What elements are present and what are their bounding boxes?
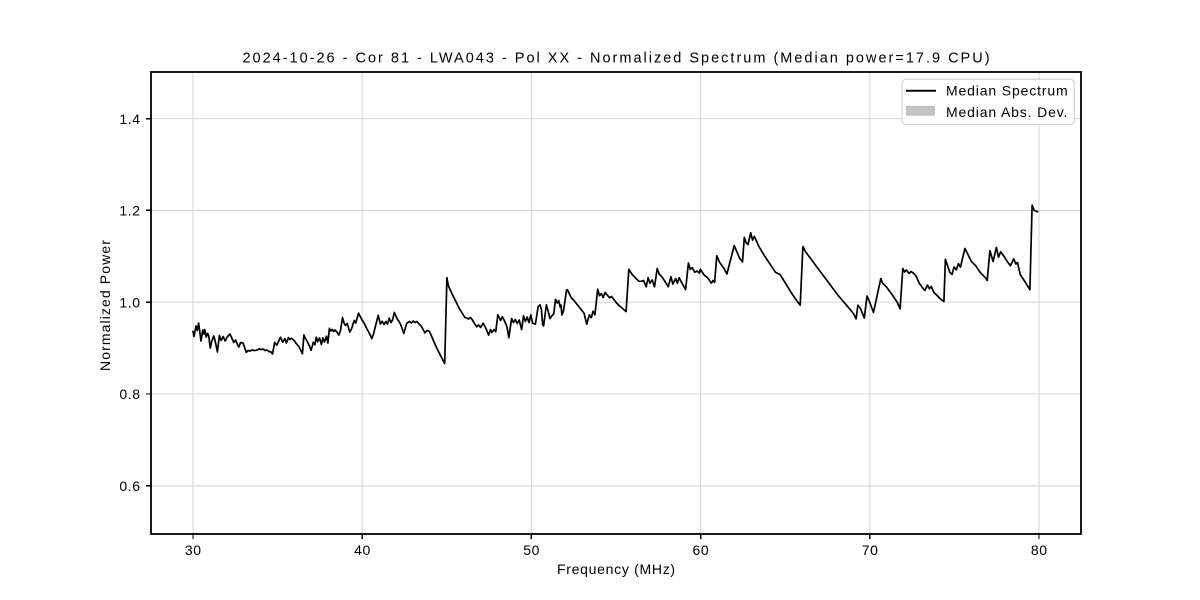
svg-text:Median Spectrum: Median Spectrum (946, 82, 1068, 98)
svg-text:50: 50 (523, 542, 540, 558)
svg-text:70: 70 (862, 542, 879, 558)
svg-text:Median Abs. Dev.: Median Abs. Dev. (946, 104, 1068, 120)
svg-text:0.6: 0.6 (119, 478, 140, 494)
svg-text:60: 60 (693, 542, 710, 558)
svg-text:2024-10-26 - Cor 81 - LWA043 -: 2024-10-26 - Cor 81 - LWA043 - Pol XX - … (242, 51, 991, 67)
svg-text:1.4: 1.4 (119, 111, 140, 127)
svg-text:1.0: 1.0 (119, 294, 140, 310)
svg-text:30: 30 (185, 542, 202, 558)
svg-text:Normalized Power: Normalized Power (97, 239, 113, 371)
svg-text:80: 80 (1031, 542, 1048, 558)
svg-text:0.8: 0.8 (119, 386, 140, 402)
svg-text:40: 40 (354, 542, 371, 558)
svg-text:1.2: 1.2 (119, 203, 140, 219)
svg-text:Frequency (MHz): Frequency (MHz) (557, 561, 676, 577)
